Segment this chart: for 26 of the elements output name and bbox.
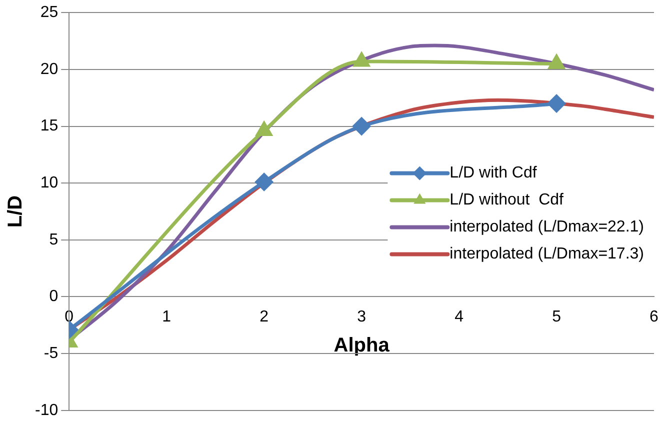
y-tick-label: 5 [49,231,58,248]
point [548,54,564,69]
x-tick-label: 1 [162,308,172,326]
y-tick-label: 20 [40,60,58,78]
y-tick-label: -10 [35,402,58,419]
y-axis-title: L/D [4,195,27,228]
point [548,94,566,112]
y-tick-label: 25 [40,4,58,22]
point [255,173,273,191]
x-axis-title: Alpha [334,334,390,356]
y-tick-label: 15 [40,118,58,135]
point [352,118,370,136]
legend-label: L/D with Cdf [450,164,538,182]
y-tick-label: 0 [49,288,58,306]
x-tick-label: 5 [552,308,562,326]
y-tick-label: -5 [44,344,58,362]
y-tick-label: 10 [40,174,58,192]
x-tick-label: 4 [454,308,464,326]
legend-label: interpolated (L/Dmax=22.1) [450,218,644,236]
point [256,122,272,136]
point [354,52,370,67]
x-tick-label: 3 [357,308,366,326]
legend-label: L/D without Cdf [450,192,564,209]
x-tick-label: 6 [650,308,659,326]
x-tick-label: 2 [260,308,269,326]
legend-label: interpolated (L/Dmax=17.3) [450,246,644,263]
